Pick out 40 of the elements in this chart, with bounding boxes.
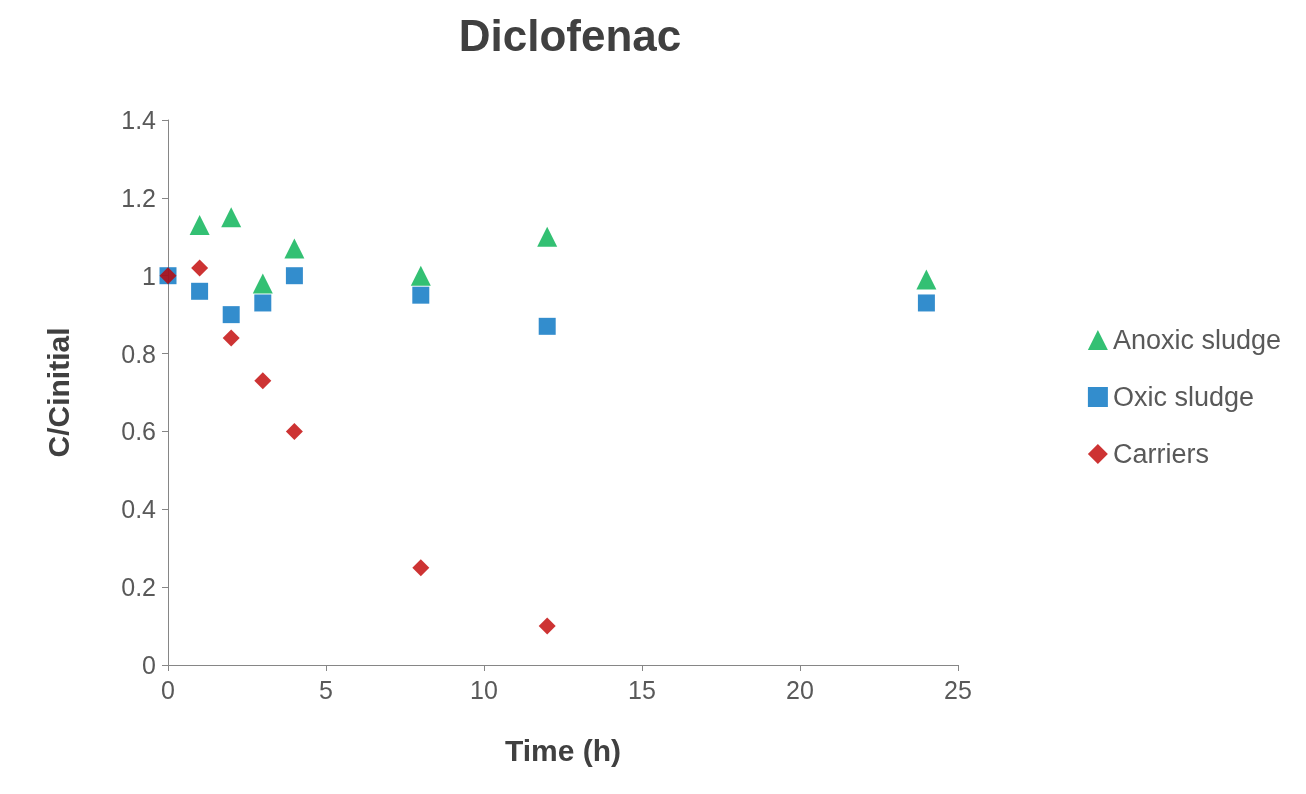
point [538, 617, 556, 635]
point [285, 267, 303, 285]
point [537, 226, 558, 247]
point [191, 282, 209, 300]
point [412, 559, 430, 577]
chart-title: Diclofenac [458, 10, 682, 60]
x-tick-label: 20 [786, 675, 814, 704]
point [254, 372, 272, 390]
x-tick-label: 25 [944, 675, 972, 704]
y-tick-label: 0 [142, 651, 156, 679]
point [189, 215, 210, 236]
point [538, 317, 556, 335]
point [191, 259, 209, 277]
y-axis-title: C/Cinitial [41, 327, 75, 458]
point [412, 286, 430, 304]
x-tick-label: 0 [161, 675, 175, 704]
y-tick-label: 0.8 [121, 339, 156, 368]
y-tick-label: 0.2 [121, 573, 156, 602]
y-tick-label: 1.2 [121, 183, 156, 212]
y-tick-label: 1 [142, 261, 156, 290]
point [410, 265, 431, 286]
legend-label: Anoxic sludge [1112, 325, 1282, 355]
legend-label: Carriers [1112, 439, 1209, 469]
legend-label: Oxic sludge [1112, 382, 1254, 412]
point [917, 294, 935, 312]
point [284, 238, 305, 259]
y-tick-label: 0.6 [121, 417, 156, 446]
x-tick-label: 10 [470, 675, 498, 704]
x-tick-label: 15 [628, 675, 656, 704]
point [254, 294, 272, 312]
point [916, 269, 937, 290]
point [221, 207, 242, 228]
y-tick-label: 1.4 [121, 106, 157, 134]
point [285, 422, 303, 440]
x-axis-title: Time (h) [504, 733, 622, 767]
point [222, 306, 240, 324]
point [222, 329, 240, 347]
y-tick-label: 0.4 [121, 495, 157, 524]
x-tick-label: 5 [319, 675, 333, 704]
point [252, 273, 273, 294]
